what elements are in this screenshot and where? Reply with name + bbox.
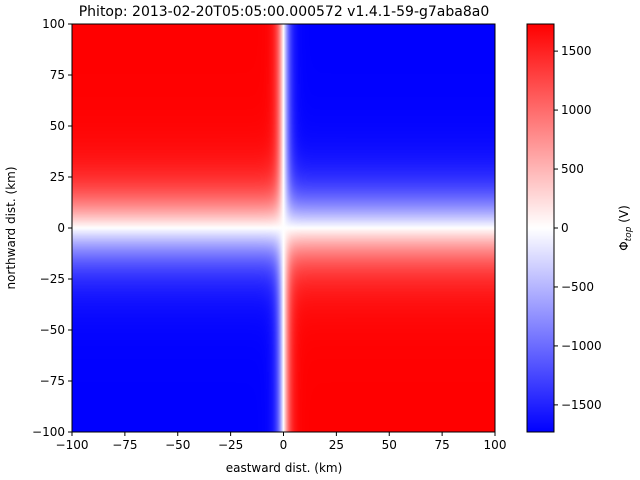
x-tick-label: −75	[112, 438, 137, 452]
colorbar-label-main: Φ	[617, 241, 631, 250]
colorbar-tick-label: 1000	[561, 103, 592, 117]
y-tick-label: 75	[50, 68, 65, 82]
y-tick-label: −100	[32, 425, 65, 439]
y-tick-label: 50	[50, 119, 65, 133]
chart-title: Phitop: 2013-02-20T05:05:00.000572 v1.4.…	[79, 4, 490, 20]
x-tick-label: −50	[165, 438, 190, 452]
colorbar-tick-label: −1000	[561, 339, 602, 353]
colorbar-label-unit: (V)	[617, 205, 631, 226]
colorbar-tick-label: 500	[561, 162, 584, 176]
x-tick-label: 25	[329, 438, 344, 452]
x-tick-label: 50	[382, 438, 397, 452]
colorbar-tick-label: 1500	[561, 44, 592, 58]
y-tick-label: −75	[40, 374, 65, 388]
y-tick-label: 25	[50, 170, 65, 184]
colorbar-label-sub: top	[624, 226, 634, 241]
plot-frame	[71, 23, 496, 433]
y-tick-label: −50	[40, 323, 65, 337]
y-axis-label: northward dist. (km)	[4, 166, 18, 289]
heatmap-area	[72, 24, 495, 432]
y-tick-label: −25	[40, 272, 65, 286]
colorbar-tick-label: −500	[561, 280, 594, 294]
colorbar-tick-label: 0	[561, 221, 569, 235]
x-tick-label: −100	[56, 438, 89, 452]
x-tick-label: 75	[434, 438, 449, 452]
heatmap-canvas	[72, 24, 495, 432]
colorbar	[526, 23, 555, 433]
y-tick-label: 100	[42, 17, 65, 31]
y-tick-label: 0	[57, 221, 65, 235]
x-axis-label: eastward dist. (km)	[226, 461, 343, 475]
y-axis-ticks: −100 −75 −50 −25 0 25 50 75 100	[32, 17, 72, 439]
colorbar-tick-label: −1500	[561, 398, 602, 412]
colorbar-label: Φtop (V)	[617, 205, 634, 251]
x-tick-label: 100	[484, 438, 507, 452]
x-tick-label: 0	[280, 438, 288, 452]
x-axis-ticks: −100 −75 −50 −25 0 25 50 75 100	[56, 432, 507, 452]
colorbar-ticks: −1500 −1000 −500 0 500 1000 1500	[554, 44, 602, 412]
x-tick-label: −25	[218, 438, 243, 452]
